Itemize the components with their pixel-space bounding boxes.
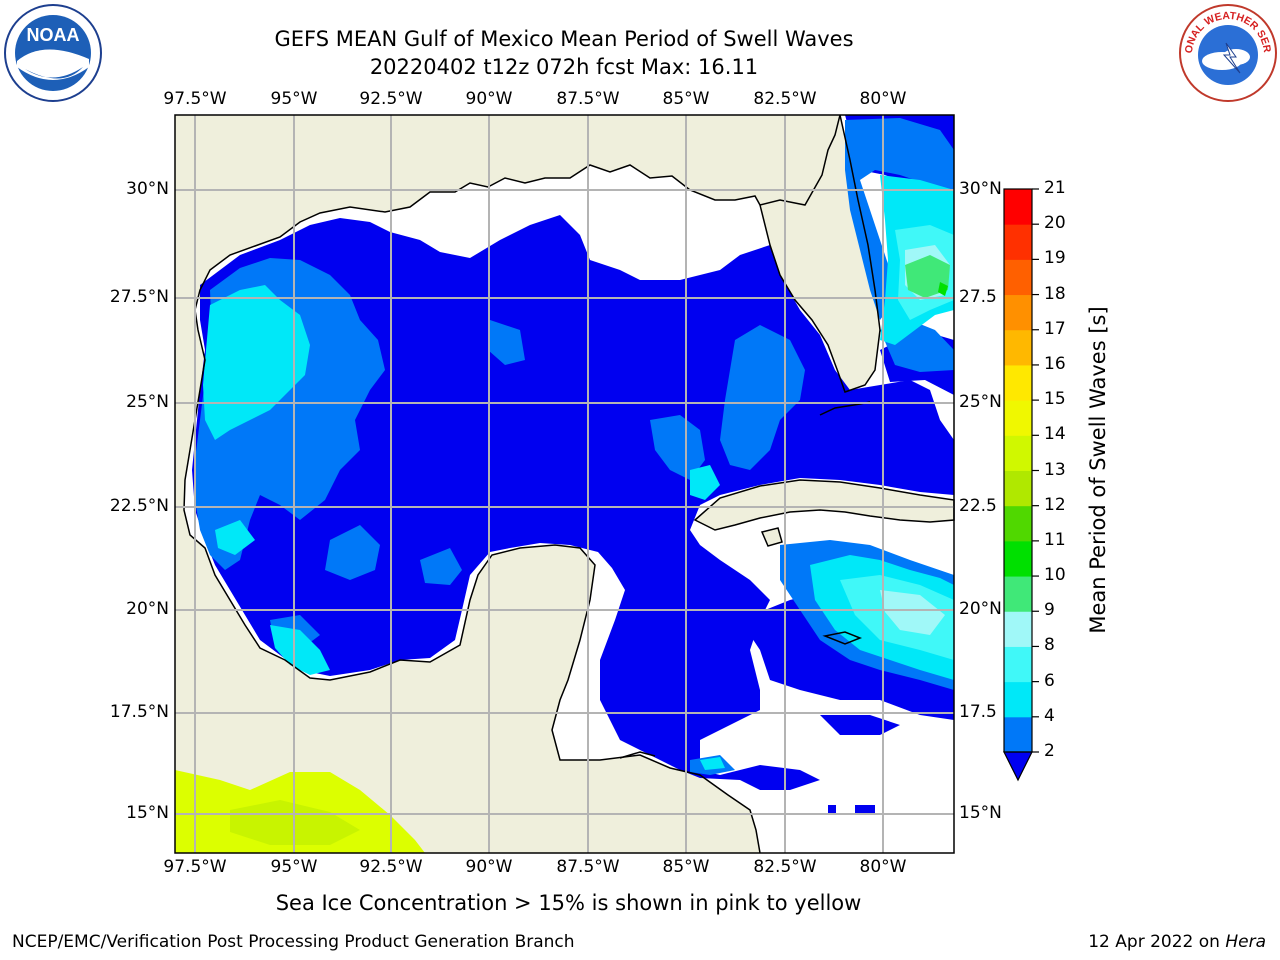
colorbar-segment-12 [1004,294,1032,331]
colorbar-segment-8 [1004,435,1032,471]
colorbar-segment-6 [1004,505,1032,542]
colorbar-segment-7 [1004,470,1032,507]
colorbar-tick-label-7: 12 [1044,494,1066,515]
lon-label-top-5: 85°W [662,89,710,109]
lat-label-left-1: 27.5°N [109,287,169,307]
colorbar-segment-4 [1004,576,1032,612]
colorbar-segment-10 [1004,364,1032,401]
lat-label-right-3: 22.5 [959,496,997,516]
noaa-logo-icon: NOAA [3,3,103,103]
lat-label-right-5: 17.5 [959,702,997,722]
colorbar [1003,188,1039,782]
lon-label-top-7: 80°W [859,89,907,109]
lon-label-bottom-2: 92.5°W [359,857,423,877]
coastlines [183,114,955,854]
lon-label-bottom-0: 97.5°W [163,857,227,877]
colorbar-segment-1 [1004,681,1032,718]
colorbar-tick-label-5: 10 [1044,565,1066,586]
colorbar-segment-14 [1004,224,1032,260]
colorbar-tick-label-15: 20 [1044,213,1066,234]
lon-label-top-0: 97.5°W [163,89,227,109]
footer-date-text: 12 Apr 2022 on [1088,932,1226,952]
map-gridlines [175,115,954,853]
swell-band-11-12 [938,282,948,296]
lon-label-bottom-4: 87.5°W [556,857,620,877]
colorbar-tick-label-2: 6 [1044,670,1055,691]
lon-label-top-2: 92.5°W [359,89,423,109]
lon-label-top-6: 82.5°W [753,89,817,109]
colorbar-tick-label-9: 14 [1044,424,1066,445]
colorbar-tick-label-1: 4 [1044,705,1055,726]
sea-ice-note: Sea Ice Concentration > 15% is shown in … [275,891,862,915]
colorbar-tick-label-14: 19 [1044,248,1066,269]
lon-label-bottom-3: 90°W [465,857,513,877]
lat-label-left-2: 25°N [126,392,169,412]
colorbar-tick-label-10: 15 [1044,389,1066,410]
colorbar-segment-11 [1004,329,1032,366]
lat-label-right-2: 25°N [959,392,1002,412]
colorbar-tick-label-6: 11 [1044,529,1066,550]
lon-label-top-1: 95°W [270,89,318,109]
colorbar-segment-3 [1004,611,1032,647]
lat-label-left-5: 17.5°N [109,702,169,722]
lon-label-bottom-7: 80°W [859,857,907,877]
swell-band-10-11 [905,255,950,298]
footer-host: Hera [1225,932,1266,952]
colorbar-tick-label-11: 16 [1044,353,1066,374]
lat-label-right-0: 30°N [959,179,1002,199]
lon-label-bottom-5: 85°W [662,857,710,877]
lon-label-bottom-1: 95°W [270,857,318,877]
colorbar-extend-triangle [1003,751,1033,782]
land-isla-juventud [762,528,782,546]
colorbar-tick-label-3: 8 [1044,635,1055,656]
footer-credit: NCEP/EMC/Verification Post Processing Pr… [12,932,575,952]
lat-label-left-6: 15°N [126,803,169,823]
map-frame [174,114,955,854]
colorbar-segment-15 [1004,189,1032,225]
colorbar-segment-2 [1004,646,1032,683]
lat-label-left-4: 20°N [126,599,169,619]
lat-label-right-6: 15°N [959,803,1002,823]
lat-label-right-1: 27.5 [959,287,997,307]
lon-label-bottom-6: 82.5°W [753,857,817,877]
colorbar-tick-label-13: 18 [1044,283,1066,304]
colorbar-tick-label-4: 9 [1044,600,1055,621]
lat-label-right-4: 20°N [959,599,1002,619]
map-title: GEFS MEAN Gulf of Mexico Mean Period of … [274,27,854,51]
lat-label-left-0: 30°N [126,179,169,199]
nws-logo-icon: NATIONAL WEATHER SERVICE [1174,0,1278,103]
lon-label-top-3: 90°W [465,89,513,109]
lat-label-left-3: 22.5°N [109,496,169,516]
colorbar-segment-5 [1004,540,1032,577]
lon-label-top-4: 87.5°W [556,89,620,109]
colorbar-tick-label-12: 17 [1044,318,1066,339]
colorbar-segment-13 [1004,259,1032,296]
colorbar-tick-label-16: 21 [1044,178,1066,198]
colorbar-tick-label-8: 13 [1044,459,1066,480]
colorbar-label: Mean Period of Swell Waves [s] [1086,306,1110,634]
footer-date: 12 Apr 2022 on Hera [1088,932,1266,952]
colorbar-segment-9 [1004,400,1032,436]
land-mexico-usa [175,115,840,853]
colorbar-tick-label-0: 2 [1044,741,1055,761]
noaa-logo-text: NOAA [27,25,80,45]
map-subtitle: 20220402 t12z 072h fcst Max: 16.11 [369,55,759,79]
colorbar-segment-0 [1004,716,1032,753]
